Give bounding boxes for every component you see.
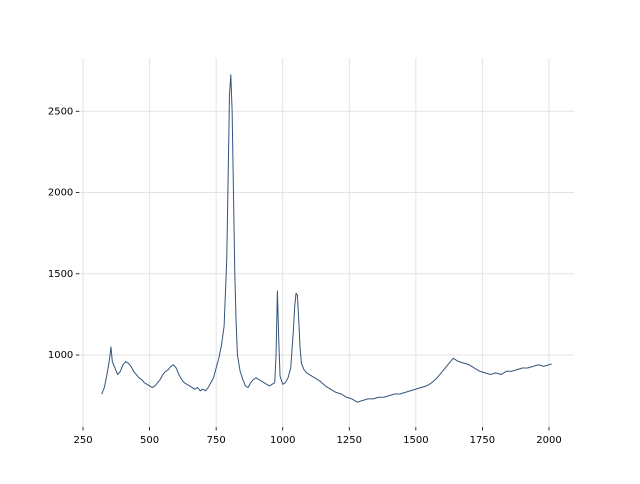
y-tick-label: 1500 [48,269,73,280]
x-tick-label: 2000 [536,435,561,446]
x-tick-label: 1250 [337,435,362,446]
y-tick-label: 1000 [48,350,73,361]
y-tick-label: 2000 [48,188,73,199]
y-tick-label: 2500 [48,106,73,117]
x-tick-label: 1000 [270,435,295,446]
x-tick-label: 500 [140,435,159,446]
x-tick-label: 250 [73,435,92,446]
x-tick-label: 1500 [403,435,428,446]
data-line [101,74,552,403]
x-tick-label: 750 [207,435,226,446]
x-tick-label: 1750 [470,435,495,446]
